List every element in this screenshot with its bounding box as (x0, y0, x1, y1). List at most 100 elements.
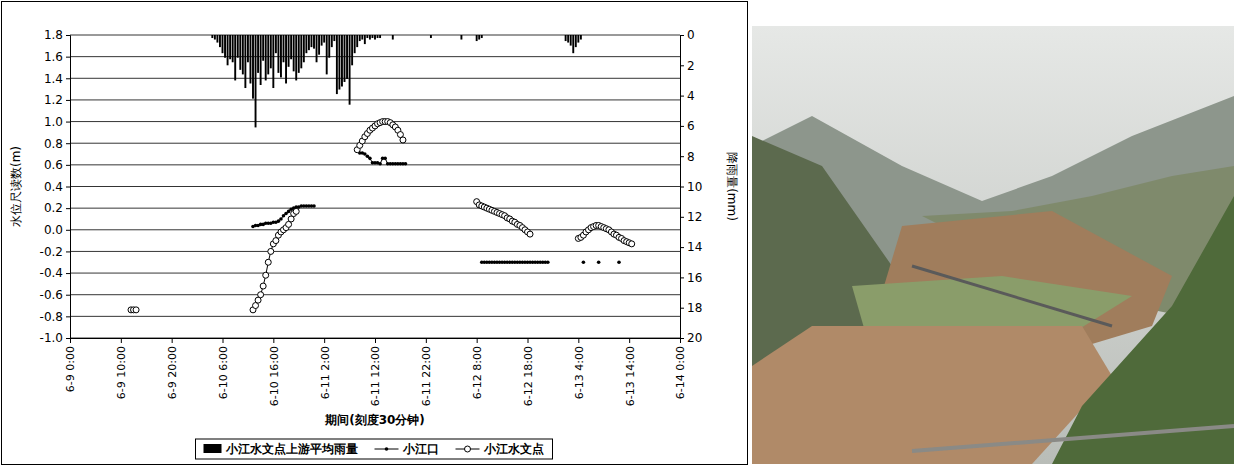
marker (383, 157, 387, 161)
tick-mark (629, 338, 630, 343)
tick: 6-11 2:00 (319, 338, 332, 399)
tick: 6-11 22:00 (420, 338, 433, 406)
tick-label: 1.8 (44, 28, 63, 42)
bar (567, 35, 569, 43)
grid-line (70, 78, 680, 79)
bar (316, 35, 318, 62)
tick: 12 (680, 210, 702, 224)
bar (224, 35, 226, 58)
photo-bridge (912, 266, 1112, 326)
tick: 0.6 (44, 158, 70, 172)
grid-line (70, 143, 680, 144)
y2-axis: 02468101214161820 (680, 28, 702, 345)
marker (133, 307, 139, 313)
tick-label: -0.4 (40, 266, 63, 280)
tick-mark (578, 338, 579, 343)
bar (303, 35, 305, 62)
tick-label: -0.2 (40, 245, 63, 259)
bar (341, 35, 343, 87)
tick-mark (223, 338, 224, 343)
tick: 14 (680, 240, 702, 254)
tick: -0.6 (40, 288, 70, 302)
bar (369, 35, 371, 40)
tick: 8 (680, 150, 695, 164)
x-axis: 6-9 0:006-9 10:006-9 20:006-10 6:006-10 … (64, 338, 687, 406)
bar (349, 35, 351, 105)
tick-label: -0.6 (40, 288, 63, 302)
tick: 0.8 (44, 137, 70, 151)
legend-swatch (204, 444, 222, 453)
tick-mark (66, 251, 70, 252)
grid-line (70, 56, 680, 57)
bar (318, 35, 320, 55)
legend-item: 小江口 (375, 442, 439, 456)
marker (260, 283, 266, 289)
tick-mark (66, 78, 70, 79)
tick-label: 6-11 2:00 (319, 346, 332, 399)
tick-mark (680, 65, 684, 66)
marker (400, 137, 406, 143)
tick: 6-9 10:00 (115, 338, 128, 399)
bar (323, 35, 325, 43)
x-axis-title: 期间(刻度30分钟) (324, 413, 425, 427)
tick-label: 6-10 16:00 (268, 346, 281, 406)
marker (265, 259, 271, 265)
tick-mark (680, 338, 684, 339)
legend-label: 小江水文点 (483, 442, 544, 456)
tick: -1.0 (40, 331, 70, 345)
tick: 1.2 (44, 93, 70, 107)
marker (263, 272, 269, 278)
bar (290, 35, 292, 59)
tick: 6-12 18:00 (522, 338, 535, 406)
tick-label: 6-14 0:00 (674, 346, 687, 399)
legend-item: 小江水文点上游平均雨量 (204, 442, 358, 456)
marker (268, 248, 274, 254)
bar (572, 35, 574, 53)
legend-box (196, 439, 553, 459)
tick-label: 0.0 (44, 223, 63, 237)
tick: 20 (680, 331, 702, 345)
bar (252, 35, 254, 99)
tick-label: 0.2 (44, 201, 63, 215)
marker (312, 204, 316, 208)
tick-label: 20 (687, 331, 702, 345)
tick-mark (172, 338, 173, 343)
tick: 2 (680, 59, 695, 73)
line (253, 153, 619, 262)
tick: 0.0 (44, 223, 70, 237)
axis-line (66, 36, 71, 339)
bar (285, 35, 287, 83)
tick-mark (680, 35, 684, 36)
tick-mark (680, 247, 684, 248)
marker (368, 157, 372, 161)
tick: 1.8 (44, 28, 70, 42)
tick-mark (66, 57, 70, 58)
tick-mark (680, 156, 684, 157)
tick-label: 12 (687, 210, 702, 224)
tick-label: 0.8 (44, 137, 63, 151)
legend-label: 小江水文点上游平均雨量 (225, 442, 358, 456)
bar (311, 35, 313, 47)
bar (430, 35, 432, 38)
bar (351, 35, 353, 65)
bar (265, 35, 267, 80)
tick: 18 (680, 301, 702, 315)
tick: 0 (680, 28, 695, 42)
tick: 6-10 16:00 (268, 338, 281, 406)
bar (565, 35, 567, 41)
tick: 6-10 6:00 (217, 338, 230, 399)
tick-mark (375, 338, 376, 343)
bar (328, 35, 330, 58)
tick-label: 6-9 10:00 (115, 346, 128, 399)
tick-label: 2 (687, 59, 695, 73)
bar (300, 35, 302, 68)
tick: 6 (680, 119, 695, 133)
tick-label: -0.8 (40, 310, 63, 324)
bar (270, 35, 272, 68)
tick: 6-13 14:00 (624, 338, 637, 406)
tick-label: 1.4 (44, 72, 63, 86)
tick-label: 0 (687, 28, 695, 42)
tick-label: 6-11 12:00 (369, 346, 382, 406)
tick: 0.2 (44, 201, 70, 215)
tick-label: 1.6 (44, 50, 63, 64)
